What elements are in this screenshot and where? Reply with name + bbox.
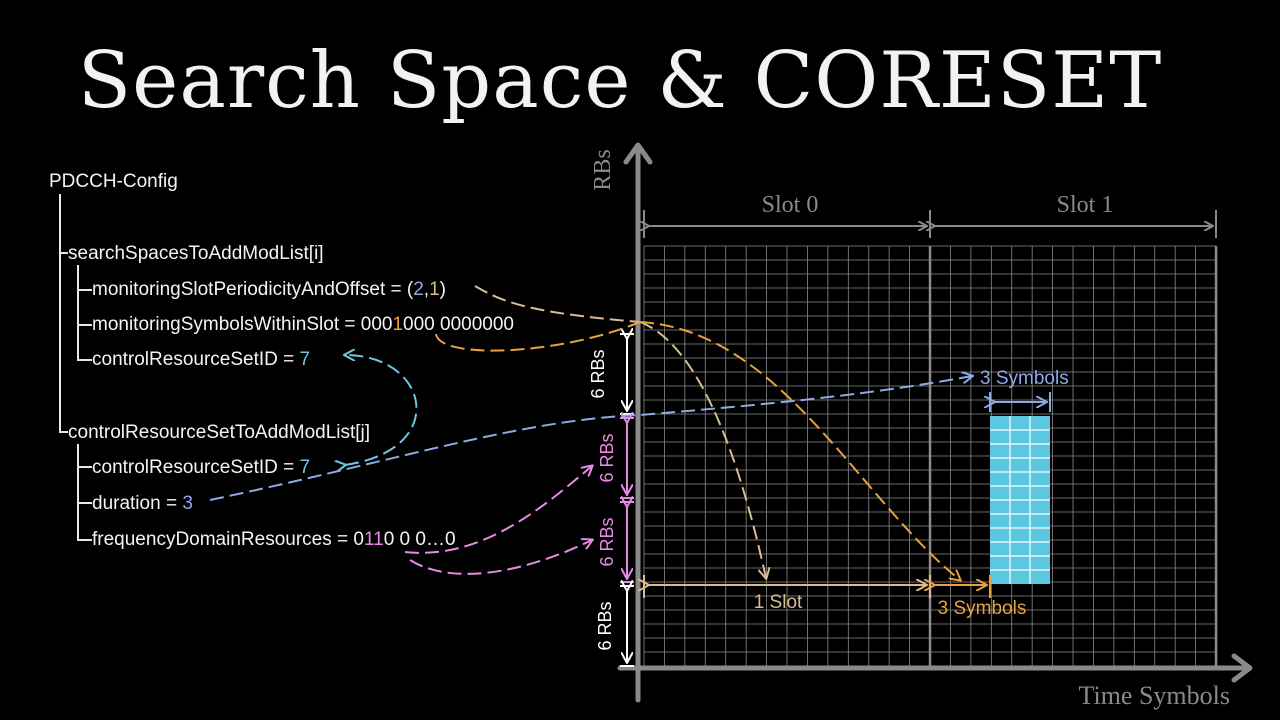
cyan-coreset-id-curve (345, 355, 418, 465)
pdcch-config-label: PDCCH-Config (49, 171, 178, 192)
slot-duration-bracket: 1 Slot (644, 575, 931, 613)
msp-prefix: monitoringSlotPeriodicityAndOffset = ( (92, 279, 414, 300)
frequency-domain-line: frequencyDomainResources = 0110 0 0…0 (92, 529, 456, 551)
msp-suffix: ) (439, 279, 446, 300)
tan-offset-curve-b (639, 321, 766, 578)
rb-label-1: 6 RBs (588, 349, 608, 398)
resource-grid (643, 245, 1218, 667)
tree-coreset-children (77, 444, 92, 541)
slot-brackets (644, 210, 1217, 238)
orange-symbol-curve-a (435, 321, 641, 352)
monitoring-symbols-line: monitoringSymbolsWithinSlot = 0001000 00… (92, 314, 514, 336)
fdr-prefix: frequencyDomainResources = 0 (92, 529, 364, 550)
rb-bracket-white-bottom (620, 586, 634, 667)
cs-coreset-id-value: 7 (299, 457, 311, 478)
y-axis-arrowhead (623, 142, 653, 165)
cs-coreset-id-label: controlResourceSetID = (92, 457, 300, 478)
fdr-suffix: 0 0 0…0 (383, 529, 456, 550)
config-tree-lines (59, 194, 92, 541)
tree-root-line (59, 194, 68, 433)
page-title: Search Space & CORESET (77, 36, 1163, 126)
monitoring-slot-periodicity-line: monitoringSlotPeriodicityAndOffset = (2,… (92, 279, 446, 301)
msp-offset-value: 1 (429, 279, 440, 300)
slot0-label: Slot 0 (762, 192, 819, 218)
msp-comma: , (423, 279, 430, 300)
one-slot-label: 1 Slot (754, 592, 803, 613)
slot1-label: Slot 1 (1057, 192, 1114, 218)
blue-width-bracket: 3 Symbols (980, 368, 1069, 412)
orange-symbol-curve-b (639, 321, 960, 580)
y-axis-label: RBs (590, 149, 616, 190)
pink-rb-curve-2 (409, 540, 592, 575)
duration-line: duration = 3 (92, 493, 193, 515)
tree-search-space-children (77, 265, 92, 361)
ss-coreset-id-label: controlResourceSetID = (92, 349, 300, 370)
ss-coreset-id-value: 7 (299, 349, 311, 370)
x-axis-label: Time Symbols (1079, 681, 1230, 710)
rb-brackets: 6 RBs 6 RBs 6 RBs 6 RBs (588, 334, 634, 667)
rb-bracket-pink-1 (620, 418, 634, 499)
rb-bracket-white-top (620, 334, 634, 415)
blue-duration-curve (209, 376, 972, 501)
msp-period-value: 2 (413, 279, 424, 300)
mss-bit: 1 (392, 314, 404, 335)
pink-rb-curve-1 (404, 466, 592, 554)
fdr-bits: 11 (363, 529, 384, 550)
ss-coreset-id-line: controlResourceSetID = 7 (92, 349, 310, 371)
tan-offset-curve-a (474, 285, 641, 323)
connector-curves (209, 285, 972, 580)
coreset-block (990, 416, 1050, 584)
cs-coreset-id-line: controlResourceSetID = 7 (92, 457, 310, 479)
rb-label-2: 6 RBs (597, 433, 617, 482)
orange-three-symbols-bracket: 3 Symbols (934, 575, 1026, 619)
duration-value: 3 (182, 493, 193, 514)
search-spaces-label: searchSpacesToAddModList[i] (68, 243, 324, 264)
rb-bracket-pink-2 (620, 502, 634, 583)
blue-three-symbols-label: 3 Symbols (980, 368, 1069, 389)
x-axis-arrowhead (1231, 653, 1253, 683)
coresets-label: controlResourceSetToAddModList[j] (68, 422, 371, 443)
rb-label-3: 6 RBs (597, 517, 617, 566)
mss-suffix: 000 0000000 (403, 314, 514, 335)
mss-prefix: monitoringSymbolsWithinSlot = 000 (92, 314, 393, 335)
orange-three-symbols-label: 3 Symbols (938, 598, 1027, 619)
duration-label: duration = (92, 493, 183, 514)
rb-label-4: 6 RBs (595, 601, 615, 650)
